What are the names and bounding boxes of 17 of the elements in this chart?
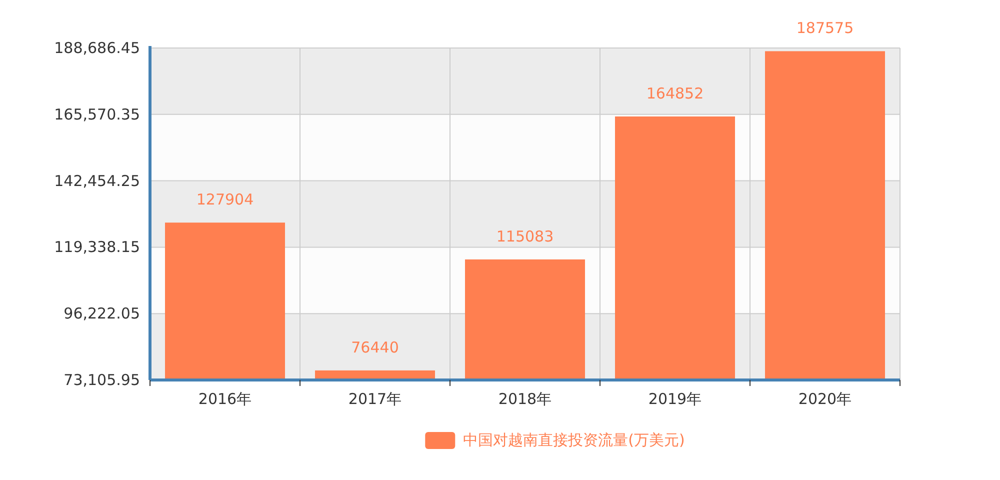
x-tick: 2017年	[348, 390, 402, 408]
y-tick: 73,105.95	[64, 371, 140, 389]
y-tick: 165,570.35	[54, 105, 140, 124]
y-tick: 142,454.25	[54, 172, 140, 190]
y-tick: 119,338.15	[54, 238, 140, 256]
x-tick: 2016年	[198, 390, 252, 408]
data-label: 127904	[196, 190, 254, 209]
y-tick: 96,222.05	[64, 304, 140, 323]
y-tick: 188,686.45	[54, 39, 140, 57]
data-label: 164852	[646, 84, 704, 102]
data-label: 76440	[351, 338, 399, 356]
data-label: 115083	[496, 227, 554, 246]
data-label: 187575	[796, 19, 854, 38]
x-tick: 2019年	[648, 390, 702, 408]
x-tick: 2020年	[798, 390, 852, 408]
x-tick: 2018年	[498, 390, 552, 408]
legend: 中国对越南直接投资流量(万美元)	[425, 431, 685, 449]
